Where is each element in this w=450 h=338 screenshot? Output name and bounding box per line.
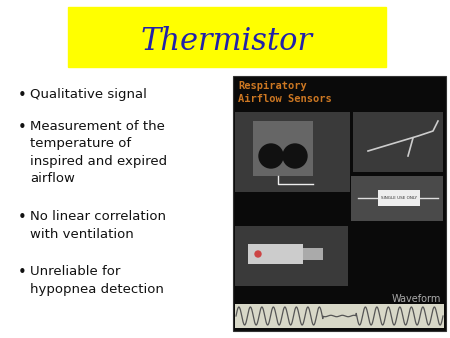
Bar bbox=[303, 248, 323, 260]
Bar bbox=[235, 226, 348, 286]
Text: Measurement of the
temperature of
inspired and expired
airflow: Measurement of the temperature of inspir… bbox=[30, 120, 167, 186]
Text: Unreliable for
hypopnea detection: Unreliable for hypopnea detection bbox=[30, 265, 164, 295]
Text: Waveform: Waveform bbox=[392, 294, 441, 304]
Circle shape bbox=[283, 144, 307, 168]
Text: Airflow Sensors: Airflow Sensors bbox=[238, 94, 332, 104]
Bar bbox=[378, 190, 420, 206]
Bar bbox=[235, 112, 350, 192]
Bar bbox=[353, 112, 443, 172]
Text: •: • bbox=[18, 88, 27, 103]
Text: No linear correlation
with ventilation: No linear correlation with ventilation bbox=[30, 210, 166, 241]
Bar bbox=[68, 7, 386, 67]
Bar bbox=[233, 76, 446, 331]
Text: SINGLE USE ONLY: SINGLE USE ONLY bbox=[381, 196, 417, 200]
Circle shape bbox=[259, 144, 283, 168]
Bar bbox=[235, 304, 444, 328]
Text: Respiratory: Respiratory bbox=[238, 81, 307, 91]
Text: Thermistor: Thermistor bbox=[141, 26, 313, 57]
Bar bbox=[253, 121, 313, 176]
Circle shape bbox=[255, 251, 261, 257]
Bar bbox=[248, 244, 303, 264]
Bar bbox=[351, 176, 443, 221]
Text: Qualitative signal: Qualitative signal bbox=[30, 88, 147, 101]
Text: •: • bbox=[18, 210, 27, 225]
Text: •: • bbox=[18, 265, 27, 280]
Text: •: • bbox=[18, 120, 27, 135]
